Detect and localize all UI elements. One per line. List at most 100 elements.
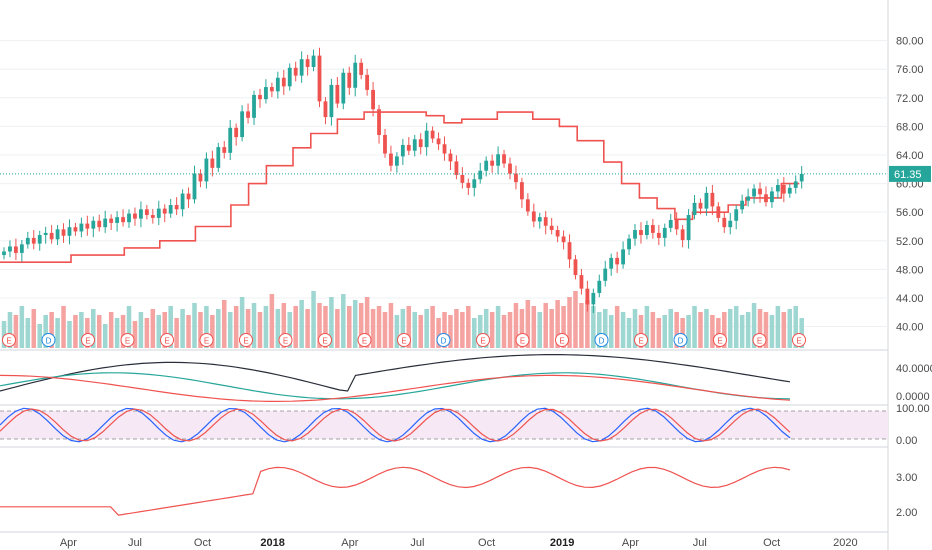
volume-bar bbox=[662, 315, 668, 348]
candle-body bbox=[650, 225, 655, 233]
price-tick-label: 56.00 bbox=[896, 207, 924, 219]
volume-bar bbox=[769, 315, 775, 348]
price-axis[interactable]: 80.0076.0072.0068.0064.0060.0056.0052.00… bbox=[889, 36, 931, 334]
volume-bar bbox=[561, 306, 566, 348]
candle-body bbox=[698, 202, 703, 209]
candle-body bbox=[442, 144, 447, 154]
candle-body bbox=[234, 127, 239, 138]
volume-bar bbox=[775, 306, 781, 348]
volume-bar bbox=[608, 315, 614, 348]
candle-body bbox=[692, 202, 697, 216]
candle-body bbox=[502, 154, 506, 164]
candle-body bbox=[496, 154, 500, 166]
stoch-tick-label: 100.00 bbox=[896, 403, 930, 415]
candle-body bbox=[281, 77, 286, 87]
candle-body bbox=[406, 144, 411, 151]
volume-bar bbox=[352, 300, 358, 348]
candle-body bbox=[508, 163, 512, 174]
atr-panel[interactable]: 3.00 2.00 bbox=[0, 466, 917, 519]
earnings-marker bbox=[397, 333, 411, 347]
candle-body bbox=[460, 174, 465, 183]
candle-body bbox=[37, 235, 42, 244]
event-letter: E bbox=[717, 337, 722, 346]
volume-bar bbox=[216, 309, 221, 348]
volume-bar bbox=[543, 303, 548, 348]
candle-body bbox=[639, 230, 643, 236]
volume-bar bbox=[442, 312, 447, 348]
candle-body bbox=[633, 230, 637, 239]
candle-body bbox=[305, 59, 310, 68]
event-letter: E bbox=[164, 337, 169, 346]
candle-body bbox=[246, 111, 250, 118]
time-tick-label: Jul bbox=[693, 537, 707, 549]
earnings-marker bbox=[476, 333, 490, 347]
indicator-panel[interactable]: 40.0000 0.0000 bbox=[0, 354, 932, 403]
time-tick-label: Apr bbox=[341, 537, 358, 549]
volume-bar bbox=[73, 315, 78, 348]
adx-line bbox=[0, 354, 791, 392]
candle-body bbox=[597, 280, 602, 293]
event-letter: E bbox=[85, 337, 90, 346]
volume-bar bbox=[555, 300, 560, 348]
volume-bar bbox=[13, 315, 19, 348]
stoch-d-line bbox=[0, 408, 791, 442]
candle-body bbox=[781, 185, 786, 194]
stoch-band bbox=[0, 411, 888, 439]
volume-bar bbox=[376, 306, 382, 348]
volume-bar bbox=[79, 312, 84, 348]
candle-body bbox=[25, 237, 30, 245]
volume-bar bbox=[745, 312, 751, 348]
volume-bar bbox=[656, 318, 662, 348]
candle-body bbox=[514, 173, 518, 183]
candle-body bbox=[115, 217, 120, 223]
volume-bar bbox=[323, 306, 328, 348]
volume-bar bbox=[25, 318, 31, 348]
candle-body bbox=[537, 217, 542, 222]
indicator-tick-label: 40.0000 bbox=[896, 363, 932, 375]
stop-line bbox=[0, 111, 800, 263]
candle-body bbox=[668, 220, 673, 228]
time-axis[interactable]: Apr Jul Oct 2018 Apr Jul Oct 2019 Apr Jul Oct 2020 bbox=[60, 537, 858, 549]
candle-body bbox=[686, 215, 691, 241]
candle-body bbox=[14, 246, 18, 253]
event-letter: E bbox=[559, 337, 564, 346]
last-price-badge bbox=[889, 165, 931, 182]
price-tick-label: 68.00 bbox=[896, 121, 924, 133]
candle-body bbox=[472, 179, 477, 188]
volume-bar bbox=[180, 309, 185, 348]
candle-body bbox=[365, 74, 370, 90]
time-tick-label: 2019 bbox=[550, 537, 574, 549]
dividend-marker bbox=[436, 333, 451, 347]
candle-body bbox=[525, 199, 530, 212]
candle-body bbox=[752, 188, 756, 197]
price-marks bbox=[0, 47, 888, 313]
volume-bar bbox=[245, 309, 251, 348]
candle-body bbox=[228, 127, 233, 153]
candle-body bbox=[662, 227, 667, 238]
stochastic-panel[interactable]: 100.00 0.00 bbox=[0, 403, 930, 447]
candle-body bbox=[353, 62, 358, 88]
volume-bar bbox=[680, 318, 685, 348]
volume-bar bbox=[632, 309, 638, 348]
candle-body bbox=[186, 193, 191, 200]
volume-bar bbox=[674, 312, 679, 348]
volume-bar bbox=[525, 300, 531, 348]
volume-bar bbox=[37, 324, 42, 348]
volume-bar bbox=[739, 315, 745, 348]
dividend-marker bbox=[41, 333, 56, 347]
volume-bar bbox=[132, 321, 138, 348]
candle-body bbox=[144, 209, 149, 216]
time-tick-label: Apr bbox=[60, 537, 77, 549]
price-tick-label: 48.00 bbox=[896, 264, 924, 276]
volume-bar bbox=[299, 300, 304, 348]
candle-body bbox=[627, 238, 631, 250]
candle-body bbox=[704, 192, 709, 209]
volume-bar bbox=[477, 315, 483, 348]
volume-bar bbox=[49, 312, 54, 348]
earnings-marker bbox=[278, 333, 293, 347]
volume-bar bbox=[227, 312, 233, 348]
price-tick-label: 76.00 bbox=[896, 64, 924, 76]
volume-bar bbox=[394, 315, 400, 348]
time-tick-label: Oct bbox=[763, 537, 780, 549]
